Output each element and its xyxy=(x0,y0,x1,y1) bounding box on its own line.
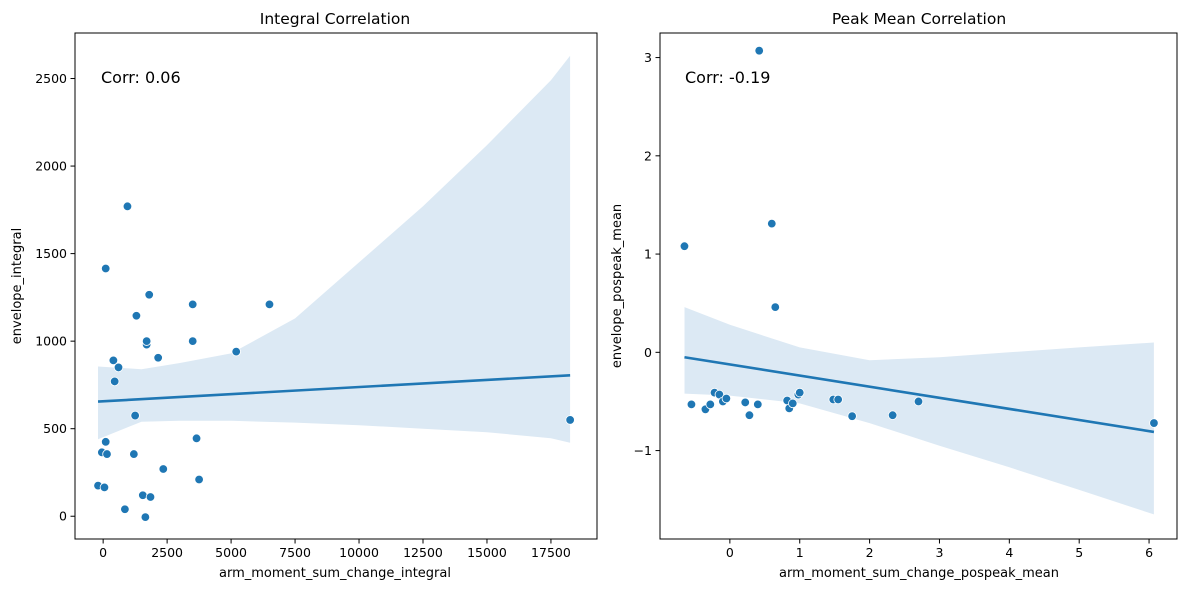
data-point xyxy=(686,399,697,410)
y-tick-label: 3 xyxy=(644,50,652,65)
x-tick-label: 2500 xyxy=(151,545,183,560)
data-point xyxy=(130,410,140,421)
data-point xyxy=(788,398,798,409)
x-tick-label: 3 xyxy=(935,545,943,560)
x-tick-label: 7500 xyxy=(279,545,311,560)
y-tick-label: 2 xyxy=(644,148,652,163)
data-point xyxy=(101,263,111,274)
data-point xyxy=(565,415,575,425)
correlation-annotation: Corr: -0.19 xyxy=(685,68,770,87)
y-tick-label: 1500 xyxy=(35,246,67,261)
data-point xyxy=(145,492,156,502)
y-tick-label: 2500 xyxy=(35,71,67,86)
x-tick-label: 1 xyxy=(796,545,804,560)
data-point xyxy=(770,302,780,312)
data-point xyxy=(679,241,690,251)
regression-line xyxy=(97,373,571,403)
y-tick-label: −1 xyxy=(634,443,652,458)
x-tick-label: 4 xyxy=(1005,545,1013,560)
confidence-band xyxy=(684,307,1154,515)
data-point xyxy=(740,397,750,408)
correlation-annotation: Corr: 0.06 xyxy=(101,68,181,87)
regression-line xyxy=(684,355,1155,434)
x-tick-label: 2 xyxy=(866,545,874,560)
data-point xyxy=(122,201,133,212)
x-tick-label: 12500 xyxy=(403,545,443,560)
x-tick-label: 5000 xyxy=(215,545,247,560)
y-tick-label: 2000 xyxy=(35,159,67,174)
data-point xyxy=(705,399,716,410)
data-point xyxy=(108,355,119,366)
data-point xyxy=(231,346,241,357)
data-point xyxy=(191,433,202,444)
data-point xyxy=(129,449,139,459)
x-axis-label: arm_moment_sum_change_integral xyxy=(219,566,451,581)
x-tick-label: 6 xyxy=(1145,545,1153,560)
axes-frame xyxy=(659,32,1178,540)
confidence-band xyxy=(98,55,571,443)
data-point xyxy=(833,394,843,405)
data-point xyxy=(102,449,112,459)
axes-frame xyxy=(74,32,598,540)
data-point xyxy=(144,290,154,300)
y-tick-label: 1000 xyxy=(35,334,67,349)
x-tick-label: 10000 xyxy=(339,545,379,560)
data-point xyxy=(131,311,142,321)
data-point xyxy=(138,490,148,500)
x-tick-label: 0 xyxy=(99,545,107,560)
y-tick-label: 0 xyxy=(644,345,652,360)
data-point xyxy=(113,362,124,373)
data-point xyxy=(721,393,732,404)
y-tick-label: 500 xyxy=(43,421,67,436)
x-tick-label: 17500 xyxy=(531,545,571,560)
data-point xyxy=(887,410,898,420)
data-point xyxy=(141,336,152,346)
y-tick-label: 0 xyxy=(59,509,67,524)
data-point xyxy=(753,399,763,410)
data-point xyxy=(158,464,168,474)
x-tick-label: 0 xyxy=(726,545,734,560)
data-point xyxy=(194,474,204,485)
data-point xyxy=(120,504,130,514)
integral-correlation-panel: Integral Correlation 0 2500 5000 7500 10000 1… xyxy=(10,10,598,581)
data-point xyxy=(264,299,275,310)
peak-mean-correlation-panel: Peak Mean Correlation 0 1 2 3 4 5 6 −1 0 1 2 3 Corr:… xyxy=(610,10,1178,581)
data-point xyxy=(847,411,857,421)
x-tick-label: 5 xyxy=(1075,545,1083,560)
data-point xyxy=(188,336,198,346)
data-point xyxy=(1149,418,1159,428)
data-point xyxy=(744,410,755,420)
data-point xyxy=(913,396,924,407)
y-axis-label: envelope_integral xyxy=(10,228,25,344)
data-point xyxy=(153,353,163,363)
y-tick-label: 1 xyxy=(644,247,652,262)
data-point xyxy=(795,387,805,398)
y-axis-label: envelope_pospeak_mean xyxy=(610,204,625,368)
data-point xyxy=(767,218,777,229)
data-point xyxy=(99,482,110,493)
data-point xyxy=(109,376,120,387)
data-point xyxy=(101,437,111,447)
data-point xyxy=(754,45,764,56)
data-point xyxy=(188,299,198,310)
x-tick-label: 15000 xyxy=(467,545,507,560)
chart-title: Peak Mean Correlation xyxy=(832,10,1006,28)
data-point xyxy=(140,512,151,522)
chart-title: Integral Correlation xyxy=(260,10,410,28)
x-axis-label: arm_moment_sum_change_pospeak_mean xyxy=(779,566,1059,581)
